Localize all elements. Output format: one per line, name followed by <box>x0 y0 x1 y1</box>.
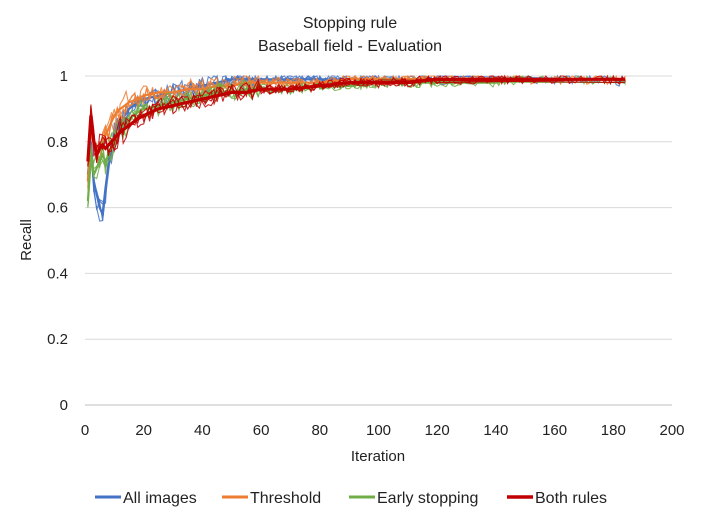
y-tick-label: 0.2 <box>47 331 68 348</box>
x-tick-label: 140 <box>483 422 508 439</box>
series-layer <box>86 74 626 222</box>
x-tick-label: 40 <box>194 422 211 439</box>
legend-label: All images <box>123 490 197 507</box>
y-tick-label: 0.8 <box>47 134 68 151</box>
x-tick-label: 200 <box>659 422 684 439</box>
series-both-rules <box>86 74 626 167</box>
tick-labels: 0 0.2 0.4 0.6 0.8 1 0 20 40 60 80 100 120 140 160 180 20… <box>47 68 684 439</box>
legend-label: Both rules <box>535 490 607 507</box>
legend-label: Early stopping <box>377 490 478 507</box>
series-mean-line <box>86 77 625 162</box>
x-tick-label: 80 <box>311 422 328 439</box>
x-axis-label: Iteration <box>351 448 405 465</box>
chart-subtitle: Baseball field - Evaluation <box>258 38 442 55</box>
legend: All images Threshold Early stopping Both ru… <box>95 490 607 507</box>
x-tick-label: 60 <box>253 422 270 439</box>
x-tick-label: 180 <box>601 422 626 439</box>
legend-label: Threshold <box>250 490 321 507</box>
x-tick-label: 20 <box>135 422 152 439</box>
chart-title: Stopping rule <box>303 15 397 32</box>
y-tick-label: 0.6 <box>47 200 68 217</box>
x-tick-label: 0 <box>81 422 89 439</box>
y-tick-label: 0 <box>60 397 68 414</box>
y-tick-label: 0.4 <box>47 265 68 282</box>
y-tick-label: 1 <box>60 68 68 85</box>
x-tick-label: 160 <box>542 422 567 439</box>
y-axis-label: Recall <box>18 219 35 261</box>
x-tick-label: 120 <box>425 422 450 439</box>
x-tick-label: 100 <box>366 422 391 439</box>
